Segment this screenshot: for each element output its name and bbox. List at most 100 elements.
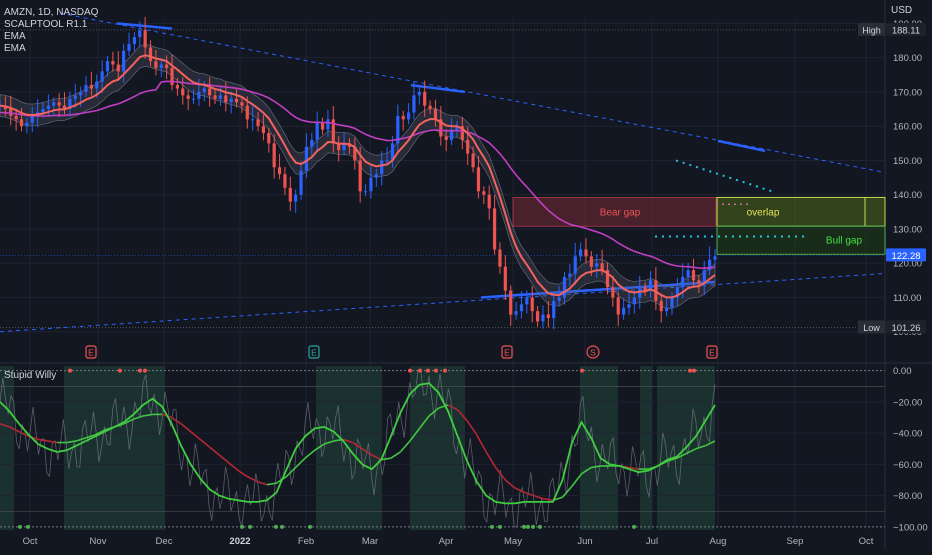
trendline-segment (116, 22, 173, 30)
ema-fast-line (0, 54, 716, 299)
indicator-label-ema-2[interactable]: EMA (4, 43, 26, 54)
oscillator-slow-line (686, 448, 697, 455)
candle-body (62, 105, 67, 110)
event-marker: E (504, 348, 510, 358)
candle-body (433, 109, 438, 120)
candle-body (573, 256, 577, 274)
candle-body (148, 47, 153, 62)
currency-label[interactable]: USD (891, 5, 913, 16)
oscillator-slow-line (228, 462, 239, 472)
oscillator-slow-line (561, 485, 573, 498)
osc-y-tick-label: −100.00 (893, 522, 928, 533)
osc-y-tick-label: −60.00 (893, 460, 922, 471)
oscillator-slow-line (667, 457, 678, 463)
oscillator-slow-line (304, 449, 316, 459)
event-marker-bg (706, 345, 718, 359)
candle-body (708, 259, 712, 271)
candle-body (648, 280, 653, 291)
oscillator-slow-line (85, 433, 96, 439)
candle-body (541, 314, 545, 322)
oscillator-top-dot (68, 368, 72, 373)
candle-body (622, 307, 626, 315)
oscillator-bottom-dot (248, 524, 252, 529)
candle-body (288, 187, 292, 202)
oscillator-slow-line (485, 451, 497, 468)
candle-body (299, 170, 303, 195)
candle-body (702, 270, 706, 284)
trendline-lower (0, 272, 886, 333)
oscillator-slow-line (199, 438, 211, 448)
osc-y-tick-label: −20.00 (893, 397, 922, 408)
candle-body (514, 311, 518, 315)
x-tick-label: Feb (298, 536, 314, 547)
candle-body (122, 50, 126, 72)
candle-body (482, 191, 486, 195)
oscillator-slow-line (76, 437, 87, 442)
candle-body (697, 280, 701, 284)
oscillator-top-dot (580, 368, 584, 373)
oscillator-slow-line (218, 454, 230, 464)
candle-body (251, 119, 255, 121)
candle-body (30, 115, 34, 123)
candle-body (73, 95, 77, 99)
oscillator-slow-line (342, 438, 353, 444)
candle-body (218, 95, 223, 99)
oscillator-title[interactable]: Stupid Willy (4, 370, 57, 381)
candle-body (385, 160, 389, 162)
candle-body (272, 143, 276, 168)
oscillator-top-dot (143, 368, 147, 373)
candle-body (525, 297, 529, 305)
oscillator-highlight-zone (64, 366, 165, 530)
oscillator-slow-line (590, 465, 601, 469)
price-tag-bg (886, 248, 926, 262)
candle-body (191, 98, 196, 100)
candle-body (41, 109, 45, 113)
oscillator-slow-line (18, 430, 29, 438)
candle-body (277, 167, 282, 175)
candle-body (143, 30, 147, 48)
x-tick-label: Apr (439, 536, 454, 547)
oscillator-slow-line (247, 476, 258, 483)
candle-body (369, 177, 373, 192)
trendline-segment (410, 83, 466, 94)
candle-body (498, 249, 502, 267)
oscillator-top-dot (692, 368, 696, 373)
candle-body (471, 153, 475, 168)
price-tag-name: Low (863, 323, 880, 333)
indicator-label-ema-1[interactable]: EMA (4, 31, 26, 42)
candle-body (417, 91, 421, 96)
candle-body (401, 115, 405, 120)
candle-body (84, 85, 88, 92)
candle-body (14, 115, 18, 120)
price-tag-name-bg (858, 22, 885, 36)
y-tick-label: 110.00 (893, 293, 921, 304)
candle-body (390, 143, 395, 161)
candle-body (552, 300, 556, 319)
oscillator-slow-line (466, 420, 478, 436)
event-marker: S (590, 348, 596, 358)
y-tick-label: 180.00 (893, 53, 922, 64)
oscillator-bottom-dot (18, 524, 22, 529)
candle-body (562, 276, 567, 298)
oscillator-slow-line (438, 404, 449, 409)
oscillator-slow-line (543, 497, 554, 502)
price-tag-value: 122.28 (891, 251, 920, 262)
x-tick-label: Jul (646, 536, 658, 547)
oscillator-slow-line (237, 469, 249, 478)
oscillator-top-dot (418, 368, 422, 373)
candle-body (568, 273, 572, 277)
oscillator-slow-line (314, 443, 325, 452)
price-tag-value: 101.26 (891, 323, 920, 334)
candle-body (165, 64, 169, 68)
oscillator-highlight-zone (640, 366, 652, 530)
candle-body (546, 314, 550, 319)
candle-body (138, 30, 142, 38)
oscillator-top-dot (138, 368, 142, 373)
indicator-label-scalptool[interactable]: SCALPTOOL R1.1 (4, 19, 88, 30)
x-tick-label: May (504, 536, 522, 547)
x-tick-label: Sep (787, 536, 804, 547)
price-tag-bg (886, 320, 926, 334)
x-tick-label: Oct (23, 536, 38, 547)
